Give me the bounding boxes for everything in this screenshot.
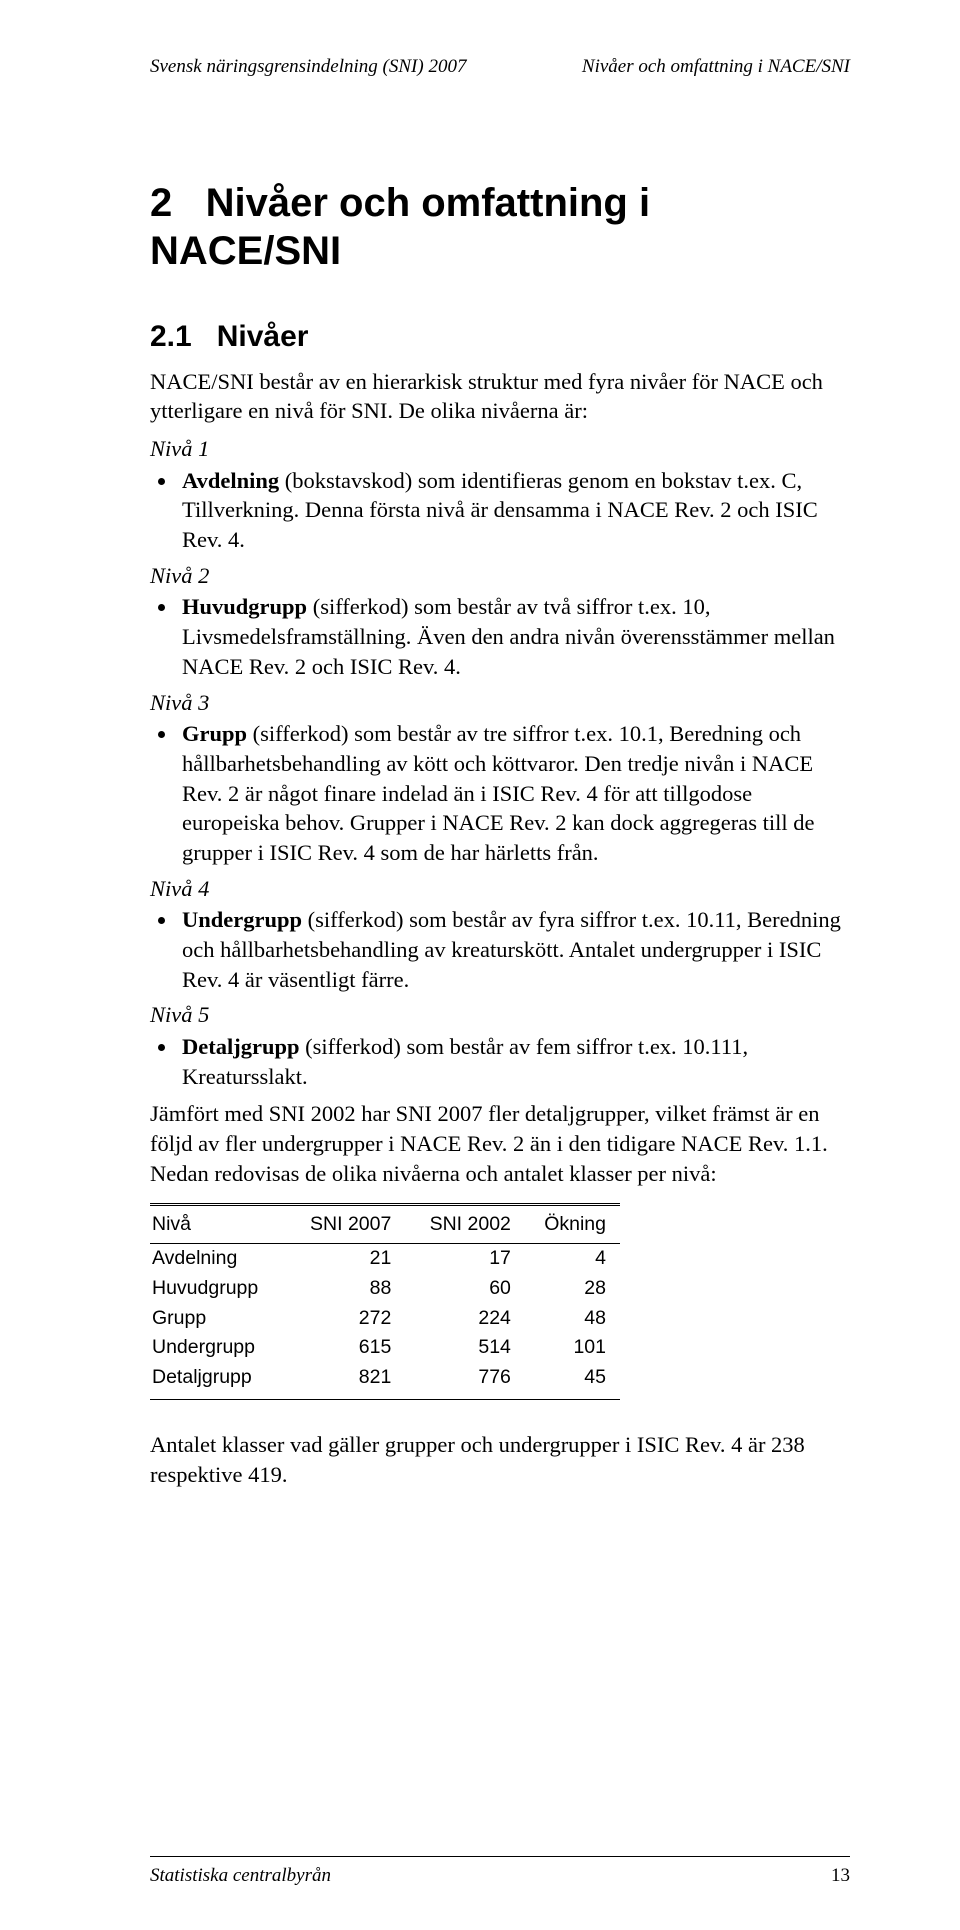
section-title-text: Nivåer <box>217 320 309 353</box>
level-3-bullet: Grupp (sifferkod) som består av tre siff… <box>178 719 850 867</box>
table-cell: 88 <box>286 1274 406 1304</box>
level-1-list: Avdelning (bokstavskod) som identifieras… <box>150 466 850 555</box>
level-5-bullet: Detaljgrupp (sifferkod) som består av fe… <box>178 1032 850 1091</box>
table-row: Avdelning 21 17 4 <box>150 1244 620 1274</box>
running-header-left: Svensk näringsgrensindelning (SNI) 2007 <box>150 54 466 79</box>
table-cell: 60 <box>405 1274 525 1304</box>
level-3-list: Grupp (sifferkod) som består av tre siff… <box>150 719 850 867</box>
table-cell: 514 <box>405 1333 525 1363</box>
level-5-term: Detaljgrupp <box>182 1034 300 1059</box>
level-5-label: Nivå 5 <box>150 1000 850 1030</box>
table-cell: 4 <box>525 1244 620 1274</box>
table-cell: 821 <box>286 1363 406 1399</box>
chapter-title-text: Nivåer och omfattning i NACE/SNI <box>150 181 650 273</box>
table-col-ökning: Ökning <box>525 1204 620 1244</box>
page: Svensk näringsgrensindelning (SNI) 2007 … <box>0 0 960 1930</box>
level-3-label: Nivå 3 <box>150 688 850 718</box>
level-3-term: Grupp <box>182 721 247 746</box>
comparison-paragraph: Jämfört med SNI 2002 har SNI 2007 fler d… <box>150 1099 850 1188</box>
table-cell: 224 <box>405 1304 525 1334</box>
table-cell: 28 <box>525 1274 620 1304</box>
chapter-number: 2 <box>150 181 172 225</box>
table-cell: 17 <box>405 1244 525 1274</box>
table-col-sni2007: SNI 2007 <box>286 1204 406 1244</box>
table-row: Huvudgrupp 88 60 28 <box>150 1274 620 1304</box>
table-col-nivå: Nivå <box>150 1204 286 1244</box>
closing-paragraph: Antalet klasser vad gäller grupper och u… <box>150 1430 850 1489</box>
table-row: Detaljgrupp 821 776 45 <box>150 1363 620 1399</box>
level-3-text: (sifferkod) som består av tre siffror t.… <box>182 721 815 865</box>
level-5-list: Detaljgrupp (sifferkod) som består av fe… <box>150 1032 850 1091</box>
page-footer: Statistiska centralbyrån 13 <box>150 1856 850 1888</box>
level-2-label: Nivå 2 <box>150 561 850 591</box>
table-header-row: Nivå SNI 2007 SNI 2002 Ökning <box>150 1204 620 1244</box>
table-cell: Undergrupp <box>150 1333 286 1363</box>
table-cell: 21 <box>286 1244 406 1274</box>
table-cell: 48 <box>525 1304 620 1334</box>
levels-table: Nivå SNI 2007 SNI 2002 Ökning Avdelning … <box>150 1203 620 1400</box>
level-4-label: Nivå 4 <box>150 874 850 904</box>
table-row: Undergrupp 615 514 101 <box>150 1333 620 1363</box>
table-cell: 272 <box>286 1304 406 1334</box>
level-4-bullet: Undergrupp (sifferkod) som består av fyr… <box>178 905 850 994</box>
table-cell: 101 <box>525 1333 620 1363</box>
footer-page-number: 13 <box>831 1863 850 1888</box>
running-header-right: Nivåer och omfattning i NACE/SNI <box>582 54 850 79</box>
table-cell: Grupp <box>150 1304 286 1334</box>
level-2-list: Huvudgrupp (sifferkod) som består av två… <box>150 592 850 681</box>
level-2-term: Huvudgrupp <box>182 594 307 619</box>
level-2-bullet: Huvudgrupp (sifferkod) som består av två… <box>178 592 850 681</box>
section-number: 2.1 <box>150 320 192 353</box>
level-1-term: Avdelning <box>182 468 279 493</box>
chapter-title: 2 Nivåer och omfattning i NACE/SNI <box>150 179 850 275</box>
level-4-term: Undergrupp <box>182 907 302 932</box>
table-row: Grupp 272 224 48 <box>150 1304 620 1334</box>
footer-publisher: Statistiska centralbyrån <box>150 1863 331 1888</box>
intro-paragraph: NACE/SNI består av en hierarkisk struktu… <box>150 367 850 426</box>
table-cell: Avdelning <box>150 1244 286 1274</box>
level-1-label: Nivå 1 <box>150 434 850 464</box>
table-cell: Detaljgrupp <box>150 1363 286 1399</box>
table-cell: Huvudgrupp <box>150 1274 286 1304</box>
level-1-bullet: Avdelning (bokstavskod) som identifieras… <box>178 466 850 555</box>
table-cell: 45 <box>525 1363 620 1399</box>
level-4-list: Undergrupp (sifferkod) som består av fyr… <box>150 905 850 994</box>
table-cell: 776 <box>405 1363 525 1399</box>
table-cell: 615 <box>286 1333 406 1363</box>
table-col-sni2002: SNI 2002 <box>405 1204 525 1244</box>
section-title: 2.1 Nivåer <box>150 317 850 357</box>
running-header: Svensk näringsgrensindelning (SNI) 2007 … <box>150 54 850 79</box>
